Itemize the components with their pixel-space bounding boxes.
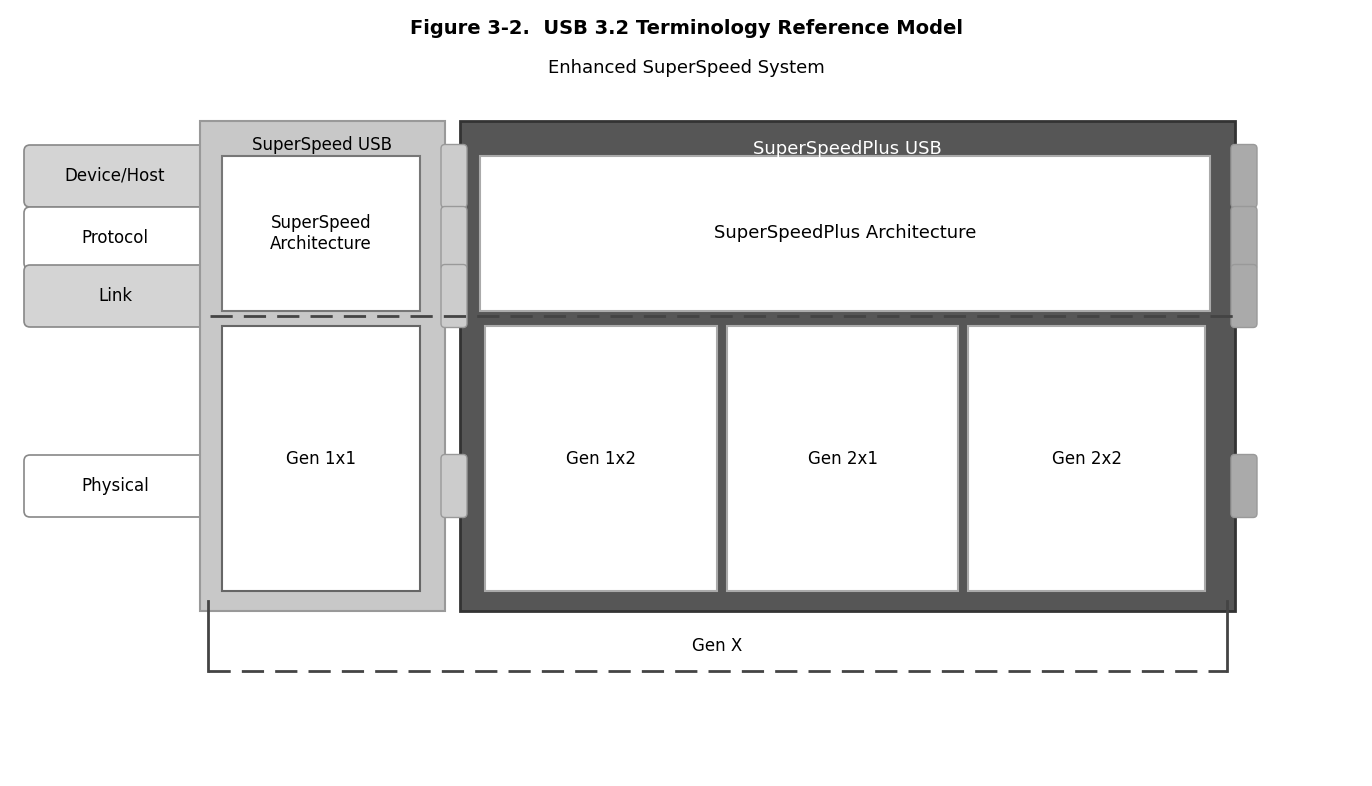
Text: Figure 3-2.  USB 3.2 Terminology Reference Model: Figure 3-2. USB 3.2 Terminology Referenc…: [409, 20, 963, 39]
FancyBboxPatch shape: [23, 455, 206, 517]
Text: SuperSpeedPlus Architecture: SuperSpeedPlus Architecture: [713, 225, 977, 243]
Text: Gen 1x2: Gen 1x2: [565, 450, 635, 468]
Text: Gen 2x2: Gen 2x2: [1052, 450, 1122, 468]
Text: Gen X: Gen X: [693, 637, 742, 655]
Bar: [727, 326, 958, 591]
Text: SuperSpeed
Architecture: SuperSpeed Architecture: [270, 214, 372, 253]
Text: Device/Host: Device/Host: [64, 167, 165, 185]
Bar: [969, 326, 1205, 591]
Text: SuperSpeedPlus USB: SuperSpeedPlus USB: [753, 140, 941, 158]
FancyBboxPatch shape: [440, 145, 466, 208]
Text: Physical: Physical: [81, 477, 150, 495]
Bar: [460, 121, 1235, 611]
Text: Enhanced SuperSpeed System: Enhanced SuperSpeed System: [547, 59, 825, 77]
Bar: [222, 326, 420, 591]
Bar: [480, 156, 1210, 311]
FancyBboxPatch shape: [1231, 265, 1257, 328]
Text: Gen 1x1: Gen 1x1: [285, 450, 355, 468]
FancyBboxPatch shape: [1231, 454, 1257, 517]
Bar: [222, 156, 420, 311]
Text: SuperSpeed USB: SuperSpeed USB: [252, 136, 392, 154]
Text: Protocol: Protocol: [81, 229, 148, 247]
FancyBboxPatch shape: [23, 207, 206, 269]
Bar: [484, 326, 716, 591]
Text: Gen 2x1: Gen 2x1: [808, 450, 878, 468]
FancyBboxPatch shape: [1231, 145, 1257, 208]
FancyBboxPatch shape: [440, 265, 466, 328]
FancyBboxPatch shape: [23, 145, 206, 207]
FancyBboxPatch shape: [440, 454, 466, 517]
FancyBboxPatch shape: [1231, 207, 1257, 270]
Text: Link: Link: [97, 287, 132, 305]
Bar: [200, 121, 445, 611]
FancyBboxPatch shape: [440, 207, 466, 270]
FancyBboxPatch shape: [23, 265, 206, 327]
